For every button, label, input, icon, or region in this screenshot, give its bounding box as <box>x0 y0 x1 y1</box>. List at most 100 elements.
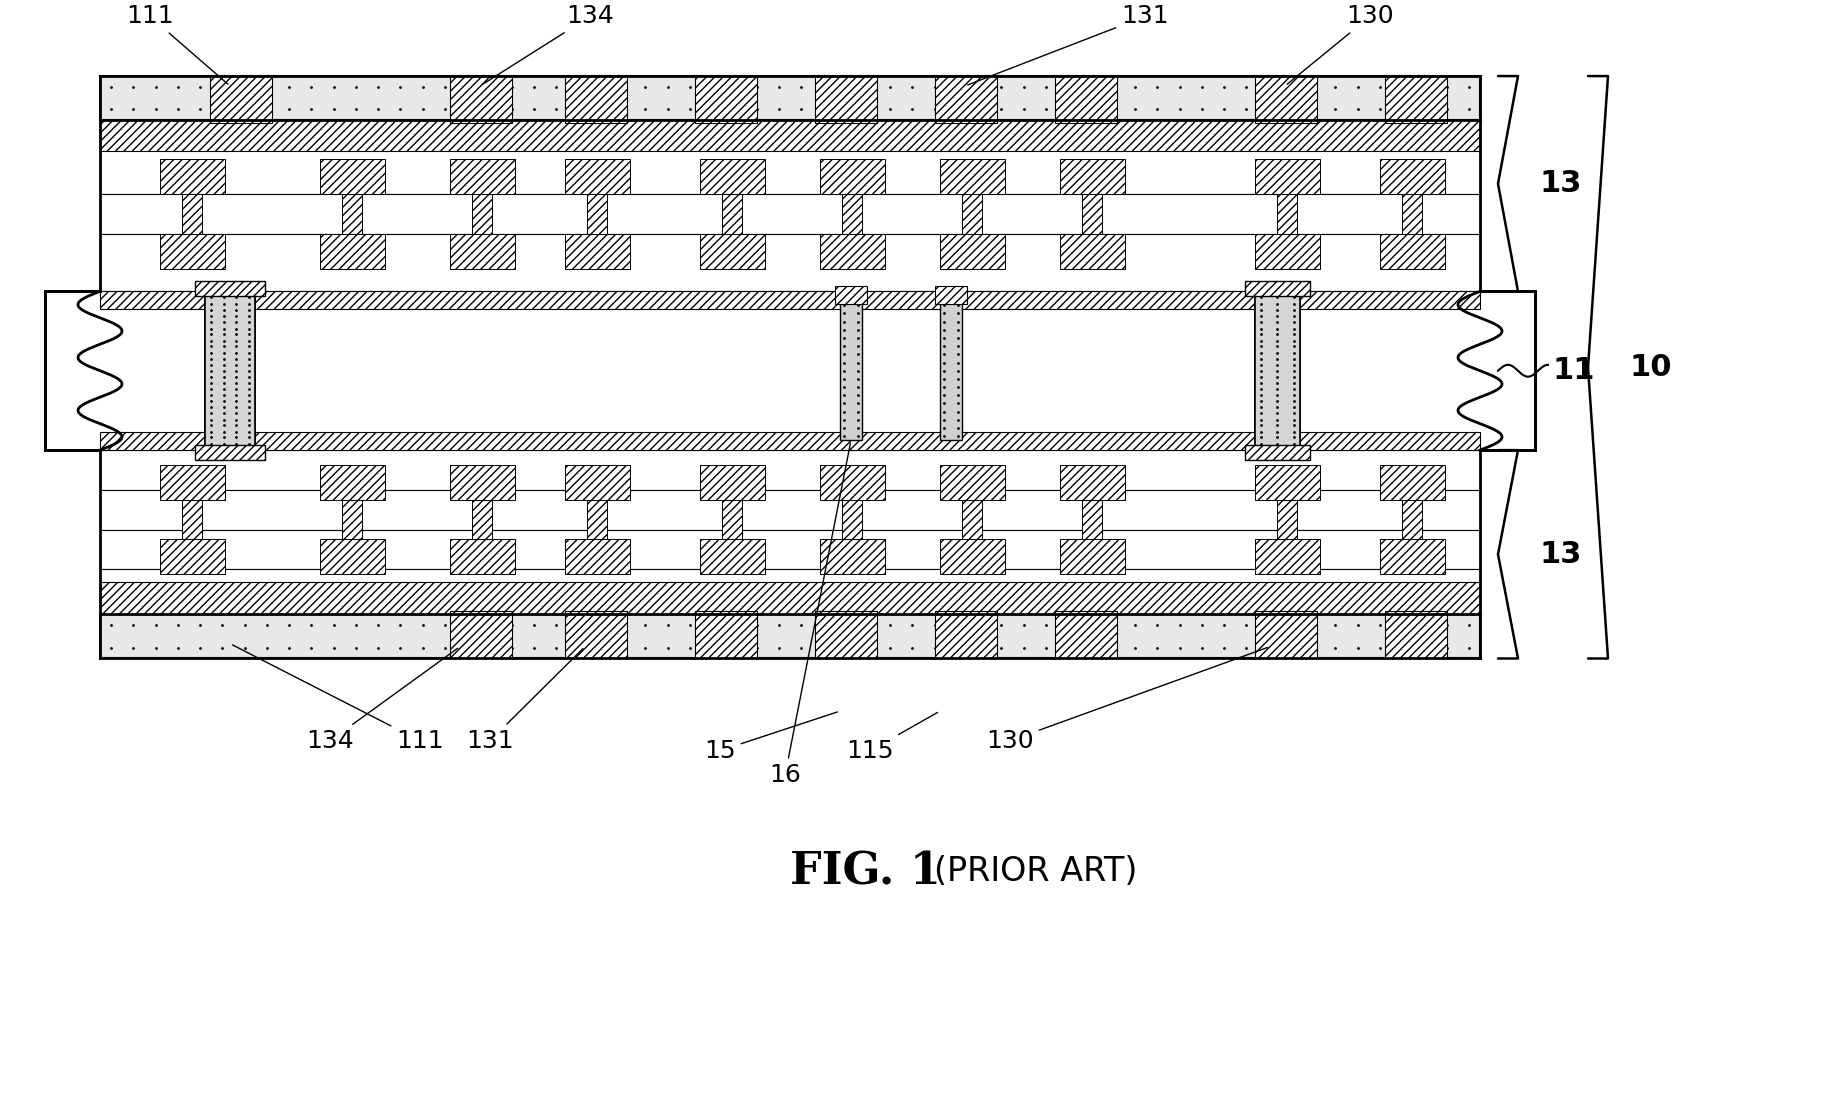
Bar <box>205 291 254 450</box>
Bar <box>565 76 626 122</box>
Bar <box>101 194 1479 234</box>
Bar <box>565 465 630 500</box>
Bar <box>820 539 884 575</box>
Bar <box>159 465 225 500</box>
Bar <box>1060 234 1124 268</box>
Bar <box>1380 160 1444 194</box>
Bar <box>565 234 630 268</box>
Bar <box>450 160 514 194</box>
Bar <box>101 120 1479 151</box>
Bar <box>834 287 867 304</box>
Bar <box>939 160 1005 194</box>
Bar <box>194 446 265 460</box>
Bar <box>814 611 877 658</box>
Bar <box>1254 611 1316 658</box>
Bar <box>1060 160 1124 194</box>
Bar <box>1254 76 1316 122</box>
Bar <box>939 465 1005 500</box>
Bar <box>699 465 765 500</box>
Bar <box>101 234 1479 291</box>
Text: 131: 131 <box>966 4 1168 85</box>
Text: FIG. 1: FIG. 1 <box>791 850 941 893</box>
Text: 130: 130 <box>986 647 1266 752</box>
Bar <box>101 291 1479 309</box>
Bar <box>695 611 756 658</box>
Bar <box>820 465 884 500</box>
Bar <box>565 160 630 194</box>
Text: 111: 111 <box>232 645 443 752</box>
Bar <box>101 120 1479 150</box>
Bar <box>1244 281 1308 297</box>
Bar <box>840 301 862 440</box>
Bar <box>1254 539 1319 575</box>
Text: 130: 130 <box>1286 4 1393 84</box>
Bar <box>205 287 254 456</box>
Bar <box>101 582 1479 614</box>
Bar <box>939 234 1005 268</box>
Bar <box>181 500 201 539</box>
Bar <box>842 500 862 539</box>
Bar <box>1254 291 1299 450</box>
Bar <box>159 160 225 194</box>
Bar <box>695 76 756 122</box>
Bar <box>472 500 492 539</box>
Bar <box>1060 465 1124 500</box>
Bar <box>939 301 961 440</box>
Bar <box>961 500 981 539</box>
Bar <box>699 539 765 575</box>
Bar <box>101 150 1479 194</box>
Bar <box>820 234 884 268</box>
Text: 13: 13 <box>1539 169 1581 199</box>
Bar <box>935 287 966 304</box>
Bar <box>101 569 1479 614</box>
Bar <box>1254 234 1319 268</box>
Bar <box>1380 539 1444 575</box>
Bar <box>1380 234 1444 268</box>
Bar <box>842 194 862 234</box>
Text: 13: 13 <box>1539 539 1581 569</box>
Bar <box>565 539 630 575</box>
Bar <box>820 160 884 194</box>
Text: 10: 10 <box>1629 353 1671 382</box>
Bar <box>1054 76 1116 122</box>
Bar <box>159 234 225 268</box>
Bar <box>1276 500 1296 539</box>
Bar <box>1380 465 1444 500</box>
Text: 16: 16 <box>769 443 849 788</box>
Bar <box>1383 611 1446 658</box>
Text: 131: 131 <box>467 649 582 752</box>
Bar <box>721 194 741 234</box>
Text: 11: 11 <box>1552 356 1594 385</box>
Bar <box>320 160 384 194</box>
Bar <box>1082 500 1102 539</box>
Bar <box>342 194 362 234</box>
Bar <box>935 611 997 658</box>
Text: 115: 115 <box>845 713 937 762</box>
Bar <box>565 611 626 658</box>
Bar <box>450 611 512 658</box>
Bar <box>1254 465 1319 500</box>
Bar <box>1254 287 1299 456</box>
Bar <box>1054 611 1116 658</box>
Bar <box>587 500 608 539</box>
Bar <box>450 465 514 500</box>
Bar <box>935 76 997 122</box>
Bar <box>699 234 765 268</box>
Bar <box>1276 194 1296 234</box>
Bar <box>1402 500 1422 539</box>
Bar <box>450 76 512 122</box>
Bar <box>101 450 1479 490</box>
Bar <box>46 291 1534 450</box>
Bar <box>1060 539 1124 575</box>
Bar <box>101 490 1479 529</box>
Bar <box>1254 160 1319 194</box>
Text: 15: 15 <box>705 711 836 762</box>
Bar <box>320 234 384 268</box>
Bar <box>194 281 265 297</box>
Bar <box>101 614 1479 658</box>
Text: (PRIOR ART): (PRIOR ART) <box>933 855 1136 888</box>
Text: 134: 134 <box>481 4 613 85</box>
Bar <box>210 76 273 122</box>
Bar <box>472 194 492 234</box>
Bar <box>159 539 225 575</box>
